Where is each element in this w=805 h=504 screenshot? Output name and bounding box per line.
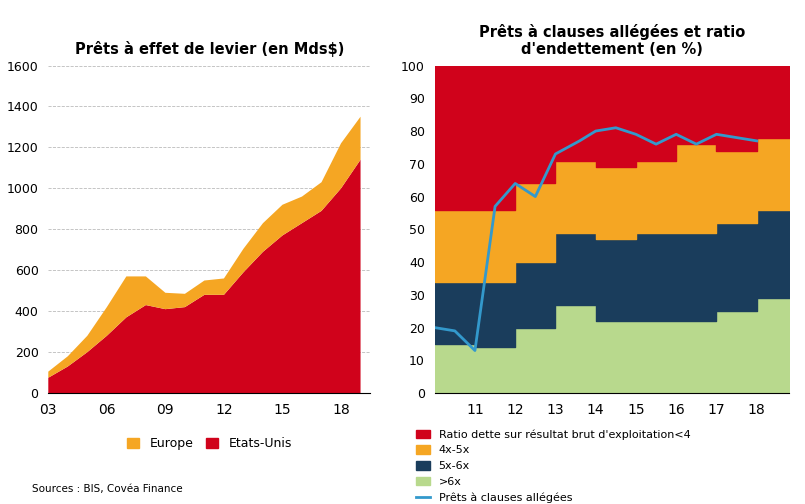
Legend: Ratio dette sur résultat brut d'exploitation<4, 4x-5x, 5x-6x, >6x, Prêts à claus: Ratio dette sur résultat brut d'exploita… bbox=[412, 425, 695, 504]
Legend: Europe, Etats-Unis: Europe, Etats-Unis bbox=[122, 432, 297, 455]
Title: Prêts à clauses allégées et ratio
d'endettement (en %): Prêts à clauses allégées et ratio d'ende… bbox=[479, 24, 745, 57]
Text: Sources : BIS, Covéa Finance: Sources : BIS, Covéa Finance bbox=[32, 484, 183, 494]
Title: Prêts à effet de levier (en Mds$): Prêts à effet de levier (en Mds$) bbox=[75, 41, 344, 57]
